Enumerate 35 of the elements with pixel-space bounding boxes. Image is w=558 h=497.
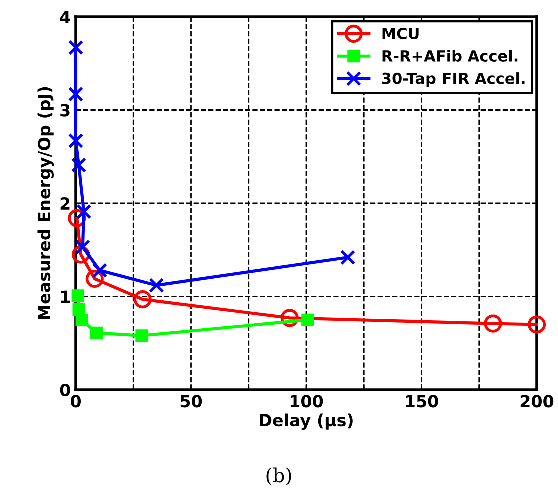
x-tick-label: 50 (180, 395, 202, 408)
point (72, 290, 84, 302)
x-tick-label: 0 (71, 395, 81, 408)
legend-label: R-R+AFib Accel. (382, 50, 518, 62)
y-tick-label: 3 (60, 104, 70, 117)
y-tick-label: 4 (60, 11, 70, 24)
y-axis-title: Measured Energy/Op (pJ) (38, 87, 54, 320)
point (134, 290, 152, 309)
point (484, 314, 502, 333)
point (72, 304, 86, 316)
legend-label: MCU (382, 28, 419, 40)
point (68, 86, 84, 102)
point (68, 133, 84, 149)
x-tick-label: 150 (406, 395, 438, 408)
point (149, 278, 164, 294)
point (302, 314, 314, 326)
point (86, 270, 104, 288)
point (68, 40, 84, 56)
point (92, 263, 108, 278)
point (136, 330, 148, 342)
point (76, 314, 88, 326)
point (71, 158, 87, 173)
point (90, 326, 103, 340)
text: (b) (266, 468, 292, 486)
y-tick-label: 0 (60, 384, 70, 397)
point (76, 204, 92, 220)
point (528, 316, 546, 334)
legend-label: 30-Tap FIR Accel. (382, 72, 525, 88)
y-tick-label: 2 (60, 197, 70, 210)
x-tick-label: 100 (290, 395, 324, 408)
x-axis-title: Delay (μs) (260, 414, 353, 430)
point (340, 250, 356, 266)
point (75, 240, 91, 255)
y-tick-label: 1 (61, 290, 70, 304)
x-tick-label: 200 (520, 395, 554, 408)
